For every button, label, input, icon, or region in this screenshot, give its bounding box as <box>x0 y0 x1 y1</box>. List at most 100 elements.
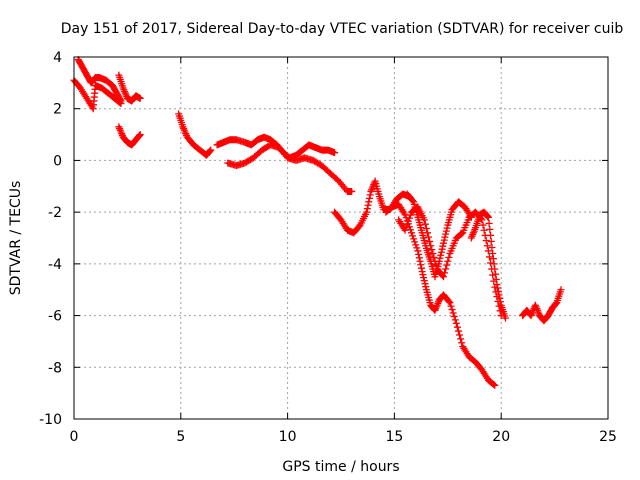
data-point <box>414 247 422 255</box>
data-point <box>206 147 214 155</box>
data-point <box>454 327 462 335</box>
data-point <box>450 312 458 320</box>
data-point <box>411 238 419 246</box>
data-point <box>413 244 421 252</box>
data-point <box>410 235 418 243</box>
series-s13 <box>519 286 565 325</box>
x-tick-label: 5 <box>176 429 185 445</box>
data-point <box>428 246 436 254</box>
data-point <box>420 274 428 282</box>
data-point <box>458 339 466 347</box>
data-point <box>482 237 490 245</box>
series-s4 <box>115 123 144 149</box>
grid <box>74 57 608 419</box>
x-axis-label: GPS time / hours <box>282 459 399 475</box>
data-point <box>485 219 493 227</box>
data-point <box>440 236 448 244</box>
data-point <box>452 319 460 327</box>
data-point <box>447 302 455 310</box>
axis-ticks <box>73 56 609 420</box>
data-point <box>429 250 437 258</box>
x-tick-label: 25 <box>599 429 617 445</box>
data-point <box>403 220 411 228</box>
y-tick-label: 4 <box>53 50 62 66</box>
data-point <box>409 232 417 240</box>
data-point <box>444 257 452 265</box>
data-point <box>406 211 414 219</box>
data-point <box>419 271 427 279</box>
data-point <box>407 229 415 237</box>
data-point <box>364 201 372 209</box>
y-tick-label: 0 <box>53 153 62 169</box>
data-point <box>484 213 492 221</box>
data-point <box>493 281 501 289</box>
data-point <box>437 251 445 259</box>
data-point <box>348 187 356 195</box>
data-point <box>484 212 492 220</box>
data-point <box>415 250 423 258</box>
data-point <box>441 269 449 277</box>
y-tick-label: -4 <box>48 257 62 273</box>
data-point <box>490 381 498 389</box>
y-tick-labels: -10 -8 -6 -4 -2 0 2 4 <box>39 50 62 428</box>
data-point <box>363 208 371 216</box>
data-point <box>492 275 500 283</box>
data-point <box>415 254 423 262</box>
data-point <box>448 306 456 314</box>
data-point <box>487 231 495 239</box>
data-point <box>405 214 413 222</box>
data-point <box>420 216 428 224</box>
data-point <box>489 255 497 263</box>
data-point <box>490 260 498 268</box>
series-s10 <box>403 190 475 281</box>
data-point <box>207 146 215 154</box>
data-point <box>363 205 371 213</box>
data-point <box>136 131 144 139</box>
data-point <box>427 242 435 250</box>
data-point <box>416 257 424 265</box>
data-point <box>431 257 439 265</box>
series-s9 <box>382 200 499 389</box>
data-point <box>443 261 451 269</box>
data-point <box>418 268 426 276</box>
data-point <box>496 294 504 302</box>
data-point <box>456 331 464 339</box>
data-point <box>436 254 444 262</box>
data-point <box>489 250 497 258</box>
data-point <box>443 224 451 232</box>
data-point <box>409 197 417 205</box>
data-point <box>480 226 488 234</box>
data-point <box>430 253 438 261</box>
data-point <box>487 237 495 245</box>
data-point <box>440 239 448 247</box>
x-tick-labels: 0 5 10 15 20 25 <box>70 429 617 445</box>
data-point <box>438 245 446 253</box>
data-point <box>494 287 502 295</box>
chart-title: Day 151 of 2017, Sidereal Day-to-day VTE… <box>61 21 624 37</box>
data-point <box>484 247 492 255</box>
data-point <box>494 284 502 292</box>
data-point <box>488 243 496 251</box>
x-tick-label: 0 <box>70 429 79 445</box>
data-point <box>491 381 499 389</box>
data-point <box>491 265 499 273</box>
y-tick-label: -10 <box>39 412 62 428</box>
data-point <box>136 94 144 102</box>
data-point <box>404 217 412 225</box>
data-point <box>446 299 454 307</box>
data-point <box>457 335 465 343</box>
data-point <box>453 323 461 331</box>
data-point <box>501 314 509 322</box>
data-point <box>422 283 430 291</box>
data-point <box>366 191 374 199</box>
series-s3 <box>115 71 144 105</box>
data-point <box>442 230 450 238</box>
data-point <box>487 259 495 267</box>
y-tick-label: -2 <box>48 205 62 221</box>
data-point <box>402 223 410 231</box>
data-point <box>432 261 440 269</box>
y-axis-label: SDTVAR / TECUs <box>8 181 24 296</box>
data-point <box>412 241 420 249</box>
series-s7 <box>224 141 356 195</box>
data-point <box>420 277 428 285</box>
